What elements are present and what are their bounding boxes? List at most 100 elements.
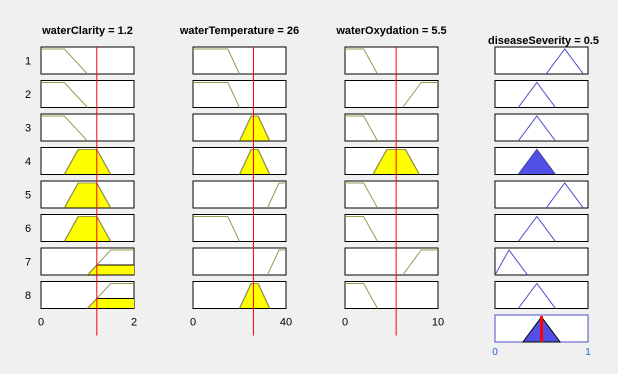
tick-max-1: 40 [280, 317, 292, 329]
mf-line-2-2 [402, 82, 438, 108]
mf-line-0-5 [63, 182, 112, 208]
mf-line-3-7 [495, 249, 528, 275]
mf-line-0-8 [87, 283, 134, 309]
mf-line-1-8 [239, 283, 271, 309]
mf-line-3-3 [517, 115, 556, 141]
rule-box-2-2 [344, 80, 439, 108]
rule-box-1-2 [192, 80, 287, 108]
rule-box-3-7 [494, 247, 589, 276]
rule-box-0-1 [40, 46, 135, 75]
output-tick-min: 0 [492, 347, 498, 358]
mf-line-0-3 [41, 115, 88, 141]
mf-plot-0-5 [63, 182, 112, 208]
mf-line-3-5 [545, 182, 584, 208]
rule-number-1: 1 [25, 56, 31, 68]
mf-plot-0-7 [86, 249, 134, 275]
mf-plot-1-4 [238, 149, 271, 175]
mf-line-0-2 [41, 82, 88, 108]
rule-box-1-5 [192, 180, 287, 209]
mf-line-2-7 [402, 249, 438, 275]
mf-plot-3-1 [545, 48, 584, 74]
mf-line-3-4 [517, 148, 556, 175]
mf-line-1-6 [193, 216, 240, 242]
mf-plot-2-6 [345, 216, 378, 242]
mf-plot-3-5 [545, 182, 584, 208]
tick-max-2: 10 [432, 317, 444, 329]
mf-plot-0-3 [41, 115, 88, 141]
mf-line-1-2 [193, 82, 240, 108]
rule-number-4: 4 [25, 156, 31, 168]
mf-line-2-5 [345, 182, 378, 208]
tick-min-1: 0 [190, 317, 196, 329]
mf-line-3-6 [517, 215, 556, 242]
rule-box-3-6 [494, 214, 589, 242]
rule-box-2-8 [344, 281, 439, 309]
rule-number-6: 6 [25, 223, 31, 235]
mf-plot-3-3 [517, 115, 556, 141]
mf-plot-0-2 [41, 82, 88, 108]
rule-box-1-8 [192, 281, 287, 309]
mf-plot-3-7 [495, 249, 528, 275]
mf-line-0-4 [63, 149, 112, 175]
rule-number-5: 5 [25, 190, 31, 202]
rule-box-3-8 [494, 281, 589, 309]
mf-plot-1-1 [193, 48, 240, 74]
rule-box-1-6 [192, 214, 287, 242]
mf-plot-0-8 [86, 283, 134, 309]
mf-line-2-1 [345, 48, 378, 74]
rule-box-3-1 [494, 46, 589, 75]
mf-plot-1-3 [238, 115, 271, 141]
mf-line-1-3 [239, 115, 271, 141]
mf-plot-1-8 [238, 283, 271, 309]
mf-plot-0-1 [41, 48, 88, 74]
mf-plot-2-8 [345, 283, 378, 309]
mf-plot-2-3 [345, 115, 378, 141]
mf-plot-2-1 [345, 48, 378, 74]
rule-box-3-3 [494, 113, 589, 142]
mf-plot-1-7 [266, 249, 286, 275]
column-title-2: waterOxydation = 5.5 [335, 25, 446, 37]
mf-line-1-5 [266, 182, 286, 208]
mf-plot-3-4 [517, 148, 557, 175]
rule-number-7: 7 [25, 257, 31, 269]
rule-number-8: 8 [25, 290, 31, 302]
mf-line-1-7 [266, 249, 286, 275]
tick-max-0: 2 [131, 317, 137, 329]
mf-line-1-4 [239, 149, 271, 175]
mf-line-0-7 [87, 249, 134, 275]
rule-box-1-1 [192, 46, 287, 75]
rule-number-3: 3 [25, 123, 31, 135]
tick-min-2: 0 [342, 317, 348, 329]
output-tick-max: 1 [585, 347, 591, 358]
rule-box-1-4 [192, 147, 287, 175]
mf-plot-2-5 [345, 182, 378, 208]
rule-number-2: 2 [25, 89, 31, 101]
tick-min-0: 0 [38, 317, 44, 329]
mf-plot-1-2 [193, 82, 240, 108]
column-title-3: diseaseSeverity = 0.5 [488, 35, 599, 47]
mf-line-2-8 [345, 283, 378, 309]
rule-box-2-6 [344, 214, 439, 242]
mf-line-0-1 [41, 48, 88, 74]
rule-box-0-2 [40, 80, 135, 108]
rule-box-2-1 [344, 46, 439, 75]
rule-box-2-7 [344, 247, 439, 276]
rule-box-3-2 [494, 80, 589, 108]
mf-plot-1-6 [193, 216, 240, 242]
column-title-1: waterTemperature = 26 [179, 25, 299, 37]
rule-box-2-3 [344, 113, 439, 142]
rule-box-0-3 [40, 113, 135, 142]
mf-line-3-2 [517, 81, 556, 108]
mf-plot-2-7 [402, 249, 438, 275]
rule-box-1-7 [192, 247, 287, 276]
mf-plot-3-2 [517, 81, 556, 108]
column-title-0: waterClarity = 1.2 [41, 25, 133, 37]
rule-box-1-3 [192, 113, 287, 142]
mf-line-2-3 [345, 115, 378, 141]
rule-box-2-5 [344, 180, 439, 209]
mf-line-1-1 [193, 48, 240, 74]
mf-plot-3-6 [517, 215, 556, 242]
mf-line-3-1 [545, 48, 584, 74]
